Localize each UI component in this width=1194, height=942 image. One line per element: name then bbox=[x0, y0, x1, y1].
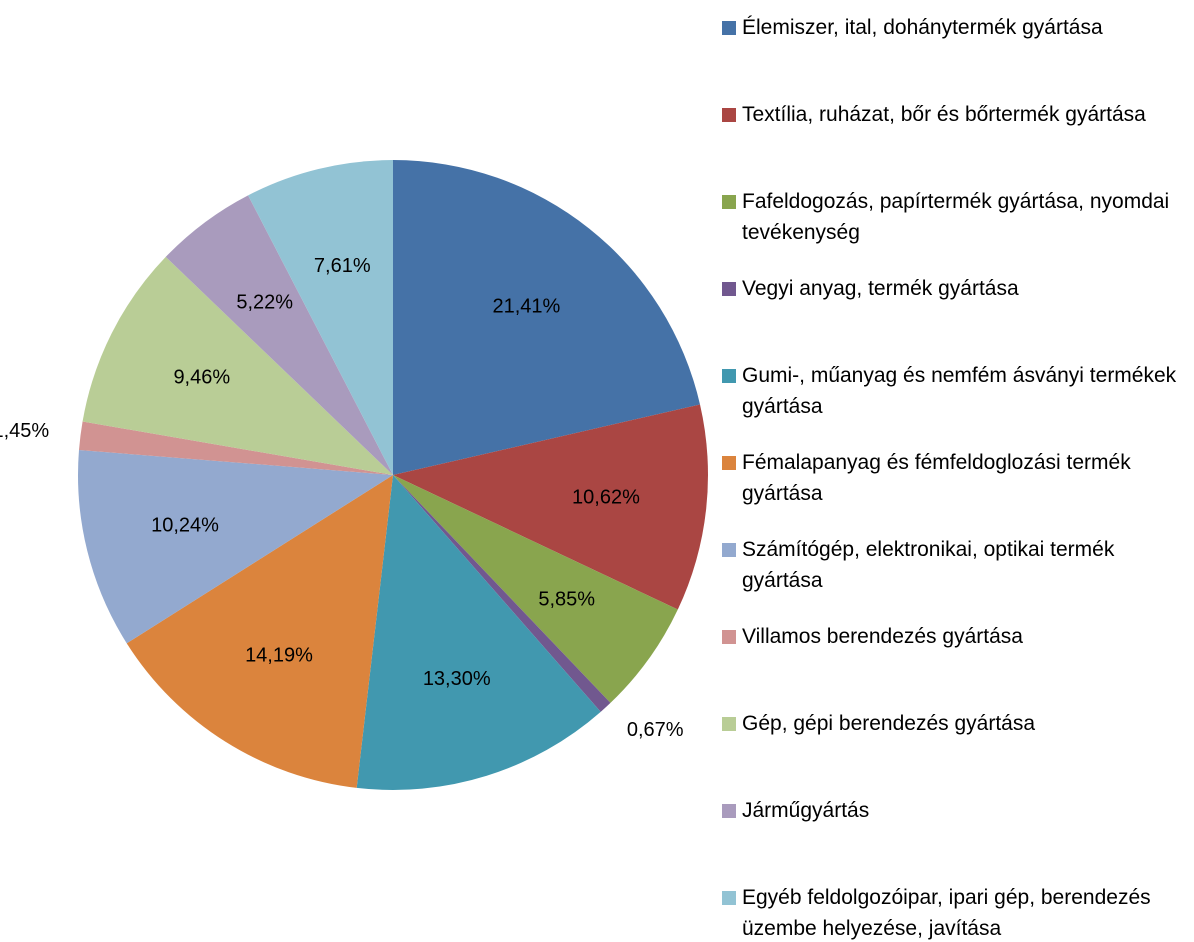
legend-item: Egyéb feldolgozóipar, ipari gép, berende… bbox=[722, 882, 1182, 942]
legend-swatch bbox=[722, 891, 736, 905]
legend-label: Textília, ruházat, bőr és bőrtermék gyár… bbox=[742, 103, 1146, 126]
legend-item: Textília, ruházat, bőr és bőrtermék gyár… bbox=[722, 99, 1182, 130]
pie-slice bbox=[393, 475, 678, 703]
legend-label: Villamos berendezés gyártása bbox=[742, 625, 1023, 648]
legend-swatch bbox=[722, 282, 736, 296]
legend-item: Gép, gépi berendezés gyártása bbox=[722, 708, 1182, 739]
legend-swatch bbox=[722, 108, 736, 122]
data-label: 1,45% bbox=[0, 420, 49, 442]
data-label: 21,41% bbox=[493, 296, 561, 318]
legend-swatch bbox=[722, 630, 736, 644]
legend-item: Villamos berendezés gyártása bbox=[722, 621, 1182, 652]
pie-slice bbox=[77, 449, 393, 644]
pie-slice bbox=[393, 160, 701, 475]
legend-label: Számítógép, elektronikai, optikai termék… bbox=[742, 538, 1115, 592]
legend-swatch bbox=[722, 195, 736, 209]
legend-swatch bbox=[722, 21, 736, 35]
legend-label: Fafeldogozás, papírtermék gyártása, nyom… bbox=[742, 190, 1170, 244]
legend-label: Egyéb feldolgozóipar, ipari gép, berende… bbox=[742, 886, 1151, 940]
legend-item: Gumi-, műanyag és nemfém ásványi terméke… bbox=[722, 360, 1182, 422]
legend-label: Gumi-, műanyag és nemfém ásványi terméke… bbox=[742, 364, 1177, 418]
pie-slice bbox=[393, 404, 708, 610]
pie-slice bbox=[165, 195, 393, 475]
pie-slice bbox=[82, 256, 394, 475]
data-label: 13,30% bbox=[423, 668, 491, 690]
legend-swatch bbox=[722, 717, 736, 731]
legend-swatch bbox=[722, 369, 736, 383]
legend-swatch bbox=[722, 456, 736, 470]
pie-slice bbox=[393, 475, 611, 712]
legend-item: Élemiszer, ital, dohánytermék gyártása bbox=[722, 12, 1182, 43]
data-label: 10,62% bbox=[572, 486, 640, 508]
pie-slice bbox=[78, 421, 393, 475]
data-label: 9,46% bbox=[173, 367, 230, 389]
data-label: 5,85% bbox=[538, 589, 595, 611]
legend-label: Járműgyártás bbox=[742, 799, 870, 822]
data-label: 14,19% bbox=[245, 645, 313, 667]
legend-item: Vegyi anyag, termék gyártása bbox=[722, 273, 1182, 304]
pie-slice bbox=[126, 475, 393, 788]
legend-item: Fémalapanyag és fémfeldoglozási termék g… bbox=[722, 447, 1182, 509]
data-label: 10,24% bbox=[151, 515, 219, 537]
pie-slice bbox=[248, 160, 393, 475]
legend-label: Gép, gépi berendezés gyártása bbox=[742, 712, 1036, 735]
data-label: 5,22% bbox=[236, 292, 293, 314]
pie-slice bbox=[356, 475, 601, 790]
legend-item: Járműgyártás bbox=[722, 795, 1182, 826]
legend-label: Fémalapanyag és fémfeldoglozási termék g… bbox=[742, 451, 1131, 505]
legend-label: Vegyi anyag, termék gyártása bbox=[742, 277, 1019, 300]
data-label: 7,61% bbox=[314, 255, 371, 277]
legend-item: Számítógép, elektronikai, optikai termék… bbox=[722, 534, 1182, 596]
data-label: 0,67% bbox=[627, 719, 684, 741]
legend-item: Fafeldogozás, papírtermék gyártása, nyom… bbox=[722, 186, 1182, 248]
legend-swatch bbox=[722, 804, 736, 818]
legend-label: Élemiszer, ital, dohánytermék gyártása bbox=[742, 16, 1103, 39]
legend-swatch bbox=[722, 543, 736, 557]
